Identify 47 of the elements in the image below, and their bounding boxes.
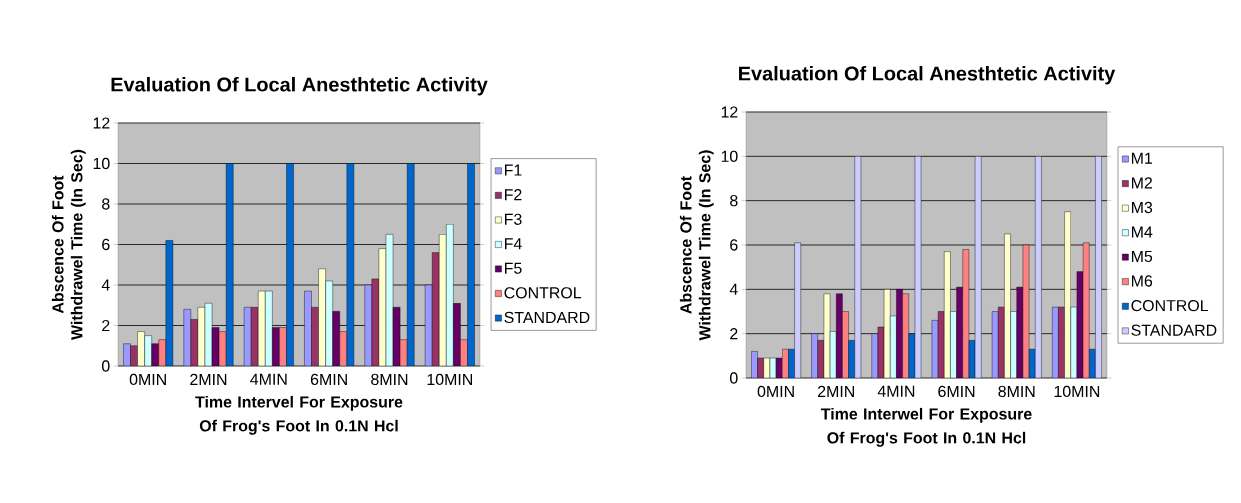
x-tick-label: 10MIN <box>427 373 472 386</box>
legend-label: M2 <box>1131 177 1152 189</box>
y-tick-label: 12 <box>93 117 110 129</box>
x-axis-title: Time Intervel For Exposure Of Frog's Foot In 0.1N Hcl <box>195 395 403 435</box>
x-tick-label: 0MIN <box>757 385 794 398</box>
x-tick-label: 2MIN <box>190 373 227 385</box>
legend-label: CONTROL <box>504 287 582 299</box>
legend-label: F3 <box>505 213 522 225</box>
legend-label: M1 <box>1131 152 1153 164</box>
chart-title: Evaluation Of Local Anesthtetic Activity <box>111 76 488 96</box>
legend-label: F5 <box>505 262 522 274</box>
x-tick-label: 10MIN <box>1054 385 1100 398</box>
y-tick-label: 12 <box>721 106 738 118</box>
y-tick-label: 0 <box>730 372 738 384</box>
x-tick-label: 6MIN <box>310 373 347 386</box>
x-tick-label: 8MIN <box>998 385 1035 398</box>
x-tick-label: 6MIN <box>938 385 975 398</box>
y-tick-label: 4 <box>101 279 110 291</box>
legend-label: M5 <box>1131 250 1153 263</box>
y-tick-label: 8 <box>102 198 110 210</box>
y-tick-label: 2 <box>730 328 738 340</box>
y-axis-title: Abscence Of Foot Withdrawel Time (In Sec) <box>51 149 86 340</box>
x-tick-label: 0MIN <box>129 373 166 386</box>
y-tick-label: 6 <box>730 239 738 251</box>
chart-title: Evaluation Of Local Anesthtetic Activity <box>739 65 1116 85</box>
x-axis-title: Time Interwel For Exposure Of Frog's Foot In 0.1N Hcl <box>820 407 1032 447</box>
legend-label: CONTROL <box>1131 299 1209 312</box>
legend-label: M3 <box>1131 201 1153 214</box>
legend-label: F4 <box>505 238 522 250</box>
x-tick-label: 8MIN <box>371 373 408 386</box>
x-tick-label: 4MIN <box>877 385 915 397</box>
y-tick-label: 10 <box>721 150 738 162</box>
y-tick-label: 0 <box>101 360 110 372</box>
y-tick-label: 8 <box>730 195 738 207</box>
y-tick-label: 6 <box>102 238 110 251</box>
legend-label: F1 <box>505 164 522 176</box>
y-tick-label: 4 <box>729 283 738 295</box>
legend-label: M4 <box>1131 226 1153 238</box>
legend-label: STANDARD <box>504 311 590 324</box>
y-tick-label: 2 <box>102 319 110 332</box>
y-tick-label: 10 <box>93 157 110 170</box>
y-axis-title: Abscence Of Foot Withdrawel Time (In Sec) <box>679 150 714 341</box>
x-tick-label: 2MIN <box>818 385 854 397</box>
legend-label: STANDARD <box>1131 324 1217 336</box>
legend-label: M6 <box>1131 275 1153 287</box>
legend-label: F2 <box>505 189 522 201</box>
x-tick-label: 4MIN <box>250 373 287 385</box>
